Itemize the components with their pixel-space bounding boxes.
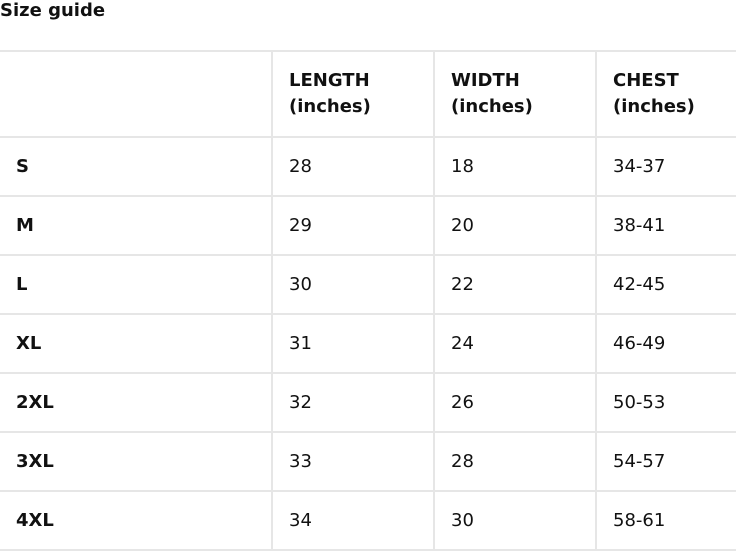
table-row: 3XL 33 28 54-57 — [0, 431, 736, 492]
size-cell: M — [0, 195, 273, 256]
table-row: 2XL 32 26 50-53 — [0, 372, 736, 433]
size-cell: L — [0, 254, 273, 315]
value-cell: 29 — [271, 195, 435, 256]
value-cell: 28 — [271, 136, 435, 197]
table-row: 4XL 34 30 58-61 — [0, 490, 736, 551]
value-cell: 30 — [433, 490, 597, 551]
value-cell: 50-53 — [595, 372, 736, 433]
size-cell: 4XL — [0, 490, 273, 551]
table-row: L 30 22 42-45 — [0, 254, 736, 315]
value-cell: 20 — [433, 195, 597, 256]
table-row: S 28 18 34-37 — [0, 136, 736, 197]
value-cell: 28 — [433, 431, 597, 492]
value-cell: 58-61 — [595, 490, 736, 551]
header-cell — [0, 50, 273, 138]
size-cell: 2XL — [0, 372, 273, 433]
size-table: LENGTH (inches) WIDTH (inches) CHEST (inch… — [0, 50, 736, 551]
value-cell: 26 — [433, 372, 597, 433]
header-text: LENGTH (inches) — [289, 70, 371, 117]
value-cell: 34 — [271, 490, 435, 551]
value-cell: 24 — [433, 313, 597, 374]
table-row: XL 31 24 46-49 — [0, 313, 736, 374]
size-cell: 3XL — [0, 431, 273, 492]
value-cell: 31 — [271, 313, 435, 374]
header-cell: LENGTH (inches) — [271, 50, 435, 138]
header-cell: WIDTH (inches) — [433, 50, 597, 138]
title: Size guide — [0, 0, 106, 21]
size-cell: XL — [0, 313, 273, 374]
value-cell: 34-37 — [595, 136, 736, 197]
value-cell: 33 — [271, 431, 435, 492]
size-cell: S — [0, 136, 273, 197]
value-cell: 38-41 — [595, 195, 736, 256]
header-text: CHEST (inches) — [613, 70, 695, 117]
table-row: M 29 20 38-41 — [0, 195, 736, 256]
header-row: LENGTH (inches) WIDTH (inches) CHEST (inch… — [0, 50, 736, 138]
value-cell: 46-49 — [595, 313, 736, 374]
table-body: S 28 18 34-37 M 29 20 38-41 L 30 22 42-45 XL 31 24 46-4… — [0, 136, 736, 551]
table-header: LENGTH (inches) WIDTH (inches) CHEST (inch… — [0, 50, 736, 138]
header-cell: CHEST (inches) — [595, 50, 736, 138]
value-cell: 30 — [271, 254, 435, 315]
value-cell: 54-57 — [595, 431, 736, 492]
value-cell: 42-45 — [595, 254, 736, 315]
header-text: WIDTH (inches) — [451, 70, 533, 117]
value-cell: 18 — [433, 136, 597, 197]
value-cell: 22 — [433, 254, 597, 315]
value-cell: 32 — [271, 372, 435, 433]
